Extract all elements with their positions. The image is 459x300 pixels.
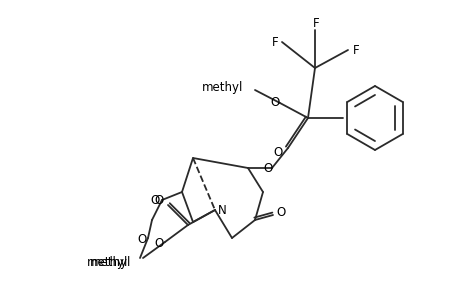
Text: O: O [154, 238, 163, 250]
Text: N: N [217, 205, 226, 218]
Text: O: O [263, 163, 272, 176]
Text: O: O [273, 146, 282, 160]
Text: F: F [271, 35, 278, 49]
Text: O: O [154, 194, 163, 208]
Text: methyl: methyl [86, 256, 128, 269]
Text: methyl: methyl [90, 256, 131, 269]
Text: O: O [150, 194, 159, 206]
Text: F: F [312, 16, 319, 29]
Text: methyl: methyl [201, 80, 242, 94]
Text: F: F [352, 44, 358, 56]
Text: O: O [270, 95, 279, 109]
Text: O: O [137, 233, 146, 247]
Text: O: O [276, 206, 285, 220]
